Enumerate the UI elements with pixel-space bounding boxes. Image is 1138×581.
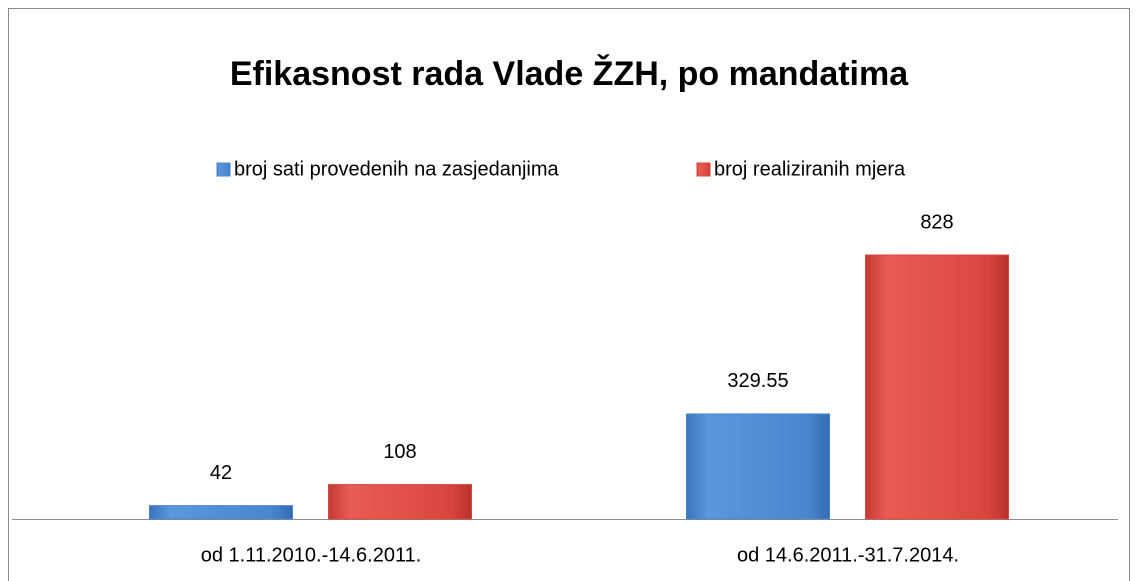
bar [865, 254, 1009, 520]
legend-marker [696, 162, 711, 177]
value-label: 42 [210, 462, 232, 484]
value-label: 828 [920, 211, 953, 233]
x-tick-label: od 1.11.2010.-14.6.2011. [201, 544, 422, 566]
legend-marker [216, 162, 231, 177]
bar [328, 484, 472, 520]
value-label: 108 [383, 441, 416, 463]
legend-label: broj realiziranih mjera [714, 158, 906, 180]
value-label: 329.55 [727, 370, 788, 392]
x-tick-label: od 14.6.2011.-31.7.2014. [737, 544, 959, 566]
chart-title: Efikasnost rada Vlade ŽZH, po mandatima [230, 55, 909, 93]
bar [686, 413, 830, 520]
bar [149, 505, 293, 520]
legend-label: broj sati provedenih na zasjedanjima [234, 158, 560, 180]
